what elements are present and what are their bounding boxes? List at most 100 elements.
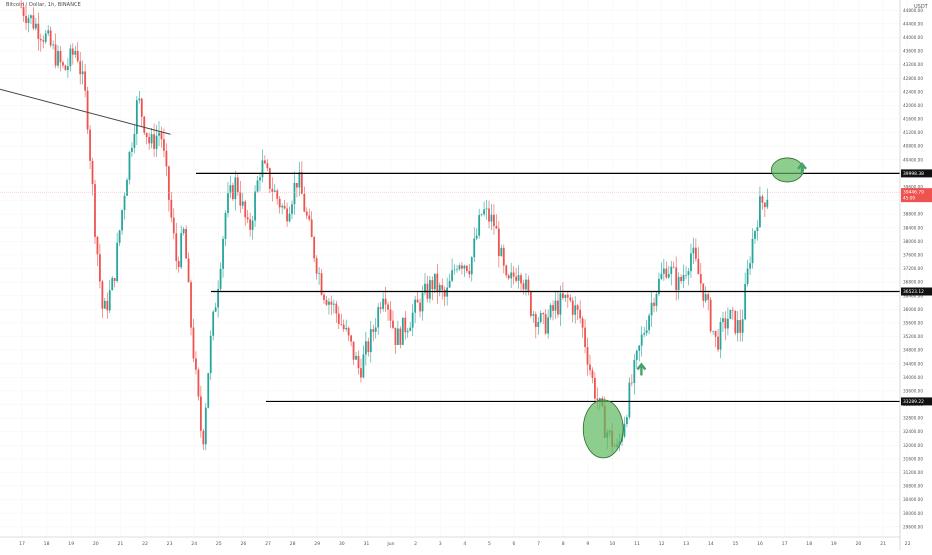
level-badge-label: 39998.38 — [903, 171, 924, 177]
candle-body — [91, 160, 94, 185]
candle-body — [552, 305, 554, 311]
y-tick-label: 36000.00 — [903, 307, 923, 312]
candle-body — [549, 305, 552, 318]
y-tick-label: 40800.00 — [903, 144, 923, 149]
candle-body — [108, 290, 111, 311]
x-tick-label: 18 — [44, 541, 50, 547]
candle-body — [39, 38, 42, 41]
candle-body — [500, 247, 503, 257]
y-tick-label: 35200.00 — [903, 334, 923, 339]
y-tick-label: 44400.00 — [903, 21, 923, 26]
candle-body — [722, 318, 724, 323]
symbol-header: Bitcoin / Dollar, 1h, BINANCE — [6, 2, 81, 8]
candle-body — [372, 329, 375, 332]
candle-body — [650, 302, 653, 316]
candle-body — [172, 217, 175, 234]
candle-body — [433, 273, 436, 290]
candle-body — [64, 65, 67, 71]
candle-body — [328, 301, 330, 305]
candle-body — [411, 312, 414, 328]
candle-body — [335, 303, 338, 314]
candle-body — [160, 132, 163, 140]
candle-body — [685, 275, 687, 276]
x-tick-label: 16 — [757, 541, 763, 547]
trendline — [0, 88, 171, 135]
candle-body — [332, 303, 335, 305]
candle-body — [244, 201, 247, 218]
candle-body — [409, 327, 412, 331]
up-arrow-head — [636, 362, 647, 371]
candle-body — [281, 205, 284, 208]
candle-body — [456, 269, 458, 270]
x-tick-label: 30 — [339, 541, 345, 547]
candle-body — [626, 417, 628, 424]
candle-body — [438, 285, 441, 293]
candle-body — [687, 271, 690, 276]
candle-body — [261, 160, 264, 178]
candle-body — [94, 184, 96, 237]
candle-body — [320, 273, 323, 295]
candle-body — [623, 423, 626, 437]
candle-body — [709, 299, 712, 332]
candle-body — [22, 7, 25, 16]
candle-body — [677, 276, 680, 291]
candle-body — [360, 368, 362, 378]
candle-body — [699, 274, 702, 284]
candle-body — [384, 298, 387, 305]
candle-body — [103, 300, 106, 309]
candle-body — [251, 220, 254, 230]
candle-body — [741, 319, 744, 333]
candle-body — [340, 324, 343, 325]
level-badge — [901, 287, 932, 296]
y-tick-label: 34000.00 — [903, 375, 923, 380]
x-tick-label: 17 — [19, 541, 25, 547]
x-tick-label: 22 — [905, 541, 911, 547]
y-tick-label: 44000.00 — [903, 35, 923, 40]
candle-body — [246, 217, 249, 220]
candle-body — [517, 275, 520, 281]
candle-body — [86, 90, 89, 130]
x-tick-label: 11 — [634, 541, 640, 547]
y-tick-label: 31200.00 — [903, 470, 923, 475]
candle-body — [20, 6, 22, 8]
candle-body — [357, 355, 360, 369]
candle-body — [170, 199, 173, 218]
candle-body — [392, 320, 394, 328]
candle-body — [564, 294, 567, 298]
candle-body — [34, 23, 37, 29]
candle-body — [273, 190, 276, 192]
y-tick-label: 42400.00 — [903, 89, 923, 94]
candle-body — [74, 51, 77, 55]
candle-body — [79, 61, 82, 75]
candle-body — [662, 268, 665, 274]
candle-body — [131, 147, 133, 152]
candle-body — [761, 196, 764, 203]
x-tick-label: 22 — [142, 541, 148, 547]
candle-body — [406, 330, 409, 333]
candle-body — [754, 231, 756, 239]
candle-body — [305, 211, 308, 216]
candle-body — [566, 294, 569, 298]
candle-body — [126, 179, 128, 196]
candle-body — [712, 330, 715, 332]
y-axis: 44800.00 44400.00 44000.00 43600.00 43200.00… — [899, 0, 923, 550]
candle-body — [470, 257, 473, 275]
x-tick-label: 10 — [609, 541, 615, 547]
candle-body — [416, 299, 419, 303]
candle-body — [539, 313, 542, 322]
candle-body — [505, 265, 508, 276]
candle-body — [315, 258, 318, 274]
candle-body — [219, 268, 222, 289]
candle-body — [116, 242, 119, 281]
candle-body — [300, 172, 303, 194]
candle-body — [635, 350, 638, 360]
y-tick-label: 37200.00 — [903, 266, 923, 271]
candle-body — [475, 235, 478, 239]
candle-body — [658, 278, 660, 294]
x-tick-label: 31 — [363, 541, 369, 547]
x-tick-label: Jun — [386, 541, 394, 547]
candle-body — [330, 301, 333, 305]
candle-body — [589, 364, 591, 371]
